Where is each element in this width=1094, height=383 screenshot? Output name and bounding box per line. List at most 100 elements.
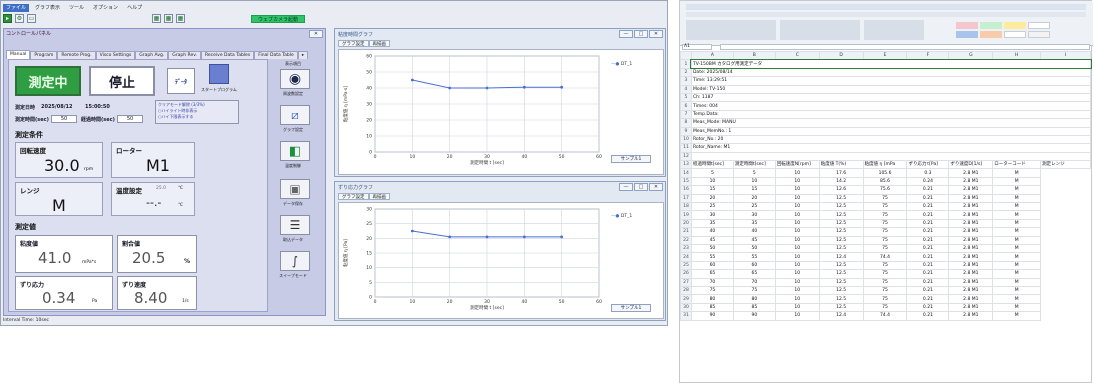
import-data-button[interactable]: ☰: [280, 215, 310, 235]
table-cell[interactable]: 40: [732, 227, 776, 237]
table-cell[interactable]: M: [992, 168, 1042, 178]
table-cell[interactable]: 74.4: [862, 311, 908, 321]
table-cell[interactable]: 10: [774, 235, 820, 246]
table-cell[interactable]: 0.21: [906, 277, 950, 287]
table-cell[interactable]: 75: [862, 285, 908, 296]
table-cell[interactable]: 0.21: [906, 185, 950, 195]
table-cell[interactable]: 12.5: [818, 260, 864, 271]
info-cell[interactable]: Rotor_No.: 20: [690, 134, 1092, 145]
table-cell[interactable]: 85: [732, 302, 776, 313]
row-number[interactable]: 6: [680, 101, 692, 111]
table-cell[interactable]: M: [992, 193, 1042, 204]
table-cell[interactable]: 0.21: [906, 252, 950, 262]
table-cell[interactable]: 70: [732, 277, 776, 287]
info-cell[interactable]: TV-150BM カタログ用測定データ: [690, 58, 1092, 70]
table-cell[interactable]: M: [992, 302, 1042, 313]
table-cell[interactable]: 0.21: [906, 269, 950, 279]
row-number[interactable]: 18: [680, 202, 692, 212]
table-cell[interactable]: M: [992, 269, 1042, 279]
style-normal[interactable]: [1028, 22, 1050, 29]
table-cell[interactable]: 12.5: [818, 277, 864, 287]
table-cell[interactable]: 90: [690, 311, 734, 321]
table-cell[interactable]: 0.21: [906, 294, 950, 304]
table-cell[interactable]: 75: [862, 260, 908, 271]
table-cell[interactable]: 75: [862, 210, 908, 220]
table-cell[interactable]: 2.8 M1: [948, 285, 994, 296]
settings-icon[interactable]: ⚙: [15, 14, 24, 23]
table-cell[interactable]: 10: [732, 176, 776, 187]
table-cell[interactable]: 35: [732, 218, 776, 229]
column-header[interactable]: B: [732, 50, 776, 61]
table-cell[interactable]: 10: [774, 302, 820, 313]
table-cell[interactable]: 75: [862, 302, 908, 313]
menu-options[interactable]: オプション: [93, 4, 119, 11]
graph-settings-button[interactable]: ⧄: [280, 105, 310, 125]
row-number[interactable]: 19: [680, 210, 692, 220]
table-cell[interactable]: 80: [732, 294, 776, 304]
sweep-mode-button[interactable]: ∫: [280, 251, 310, 271]
tab-graph-rev[interactable]: Graph Rev.: [168, 51, 201, 59]
table-cell[interactable]: 0.21: [906, 260, 950, 271]
table-cell[interactable]: M: [992, 227, 1042, 237]
table-cell[interactable]: 55: [732, 252, 776, 262]
ribbon-tabs[interactable]: [686, 12, 1086, 17]
row-number[interactable]: 24: [680, 252, 692, 262]
table-cell[interactable]: 15: [732, 185, 776, 195]
tab-final-data[interactable]: Final Data Table: [254, 51, 298, 59]
info-cell[interactable]: Time: 13:29:51: [690, 76, 1092, 86]
row-number[interactable]: 21: [680, 227, 692, 237]
style-accent[interactable]: [956, 31, 978, 38]
header-cell[interactable]: 測定レンジ: [1040, 160, 1091, 170]
table-cell[interactable]: 2.8 M1: [948, 277, 994, 287]
table-cell[interactable]: 15: [690, 185, 734, 195]
table-cell[interactable]: 2.8 M1: [948, 243, 994, 254]
table-cell[interactable]: 10: [774, 311, 820, 321]
row-number[interactable]: 26: [680, 269, 692, 279]
info-cell[interactable]: Meas_MemNo.: 1: [690, 126, 1092, 136]
chart1-tab-settings[interactable]: グラフ設定: [338, 40, 369, 47]
table-cell[interactable]: 75: [862, 218, 908, 229]
table-cell[interactable]: 50: [690, 243, 734, 254]
header-cell[interactable]: ずり速度D[1/s]: [948, 160, 994, 170]
clipboard-group[interactable]: [686, 20, 776, 40]
row-number[interactable]: 13: [680, 160, 692, 170]
header-cell[interactable]: 粘度値 T(%): [818, 160, 864, 170]
display-items-button[interactable]: ◉: [280, 69, 310, 89]
table-cell[interactable]: 2.8 M1: [948, 218, 994, 229]
webcam-button[interactable]: ウェブカメラ起動: [251, 14, 306, 23]
table-cell[interactable]: M: [992, 185, 1042, 195]
table-cell[interactable]: 0.21: [906, 311, 950, 321]
table-cell[interactable]: 10: [774, 168, 820, 178]
chart2-close-button[interactable]: ✕: [649, 183, 663, 191]
table-cell[interactable]: 65: [690, 269, 734, 279]
table-cell[interactable]: 0.21: [906, 243, 950, 254]
table-cell[interactable]: 10: [774, 269, 820, 279]
table-cell[interactable]: 0.21: [906, 285, 950, 296]
table-cell[interactable]: 60: [690, 260, 734, 271]
column-header[interactable]: C: [774, 50, 820, 61]
table-cell[interactable]: 12.4: [818, 311, 864, 321]
table-cell[interactable]: 5: [732, 168, 776, 178]
table-cell[interactable]: 2.8 M1: [948, 269, 994, 279]
table-cell[interactable]: M: [992, 252, 1042, 262]
table-cell[interactable]: 2.8 M1: [948, 193, 994, 204]
table-cell[interactable]: 75: [862, 294, 908, 304]
table-cell[interactable]: 10: [774, 252, 820, 262]
table-cell[interactable]: 20: [690, 193, 734, 204]
select-all-corner[interactable]: [680, 50, 692, 61]
table-cell[interactable]: M: [992, 202, 1042, 212]
table-cell[interactable]: 90: [732, 311, 776, 321]
table-cell[interactable]: 0.21: [906, 193, 950, 204]
table-cell[interactable]: 2.8 M1: [948, 294, 994, 304]
table-cell[interactable]: 30: [732, 210, 776, 220]
tab-manual[interactable]: Manual: [6, 50, 31, 59]
table-cell[interactable]: 12.5: [818, 302, 864, 313]
table-cell[interactable]: 40: [690, 227, 734, 237]
table-cell[interactable]: 2.8 M1: [948, 227, 994, 237]
table-cell[interactable]: 25: [732, 202, 776, 212]
table-cell[interactable]: 10: [774, 193, 820, 204]
table-cell[interactable]: 10: [774, 277, 820, 287]
column-header[interactable]: I: [1040, 50, 1091, 61]
table-cell[interactable]: M: [992, 243, 1042, 254]
panel-close-button[interactable]: ✕: [309, 30, 323, 38]
